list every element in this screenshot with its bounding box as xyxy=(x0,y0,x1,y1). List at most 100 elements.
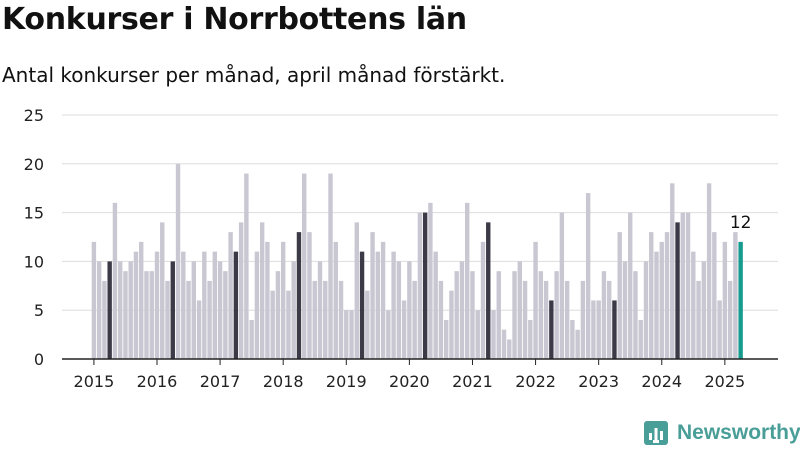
bar xyxy=(701,261,707,359)
bar xyxy=(370,232,375,359)
bar xyxy=(675,222,680,359)
bar xyxy=(365,290,370,359)
bar xyxy=(228,232,233,359)
bar xyxy=(359,251,365,359)
bar xyxy=(475,310,480,359)
bar xyxy=(328,173,333,359)
bar xyxy=(486,222,491,359)
bar xyxy=(149,271,154,359)
bar xyxy=(333,241,338,359)
bar xyxy=(727,280,733,359)
y-tick-label: 5 xyxy=(34,301,44,320)
x-tick-label: 2016 xyxy=(137,372,178,391)
y-tick-label: 0 xyxy=(34,350,44,369)
bar xyxy=(128,261,133,359)
bar xyxy=(133,251,139,359)
bar xyxy=(254,251,260,359)
bar xyxy=(202,251,207,359)
bar xyxy=(438,280,444,359)
bar xyxy=(722,241,728,359)
bar xyxy=(443,319,449,359)
bar xyxy=(412,280,417,359)
bar xyxy=(643,261,649,359)
bar xyxy=(664,232,670,359)
bar xyxy=(154,251,160,359)
bar xyxy=(265,241,270,359)
chart-subtitle: Antal konkurser per månad, april månad f… xyxy=(2,63,506,87)
bar xyxy=(270,290,275,359)
x-tick-label: 2019 xyxy=(326,372,367,391)
bar xyxy=(181,251,186,359)
bar xyxy=(617,232,622,359)
bar xyxy=(217,261,223,359)
bar xyxy=(280,241,286,359)
bar xyxy=(496,271,501,359)
bar xyxy=(307,232,312,359)
bar xyxy=(117,261,123,359)
bar xyxy=(543,280,549,359)
bar xyxy=(465,202,470,359)
bar xyxy=(186,280,191,359)
bar xyxy=(386,310,391,359)
bar xyxy=(302,173,307,359)
brand-name: Newsworthy xyxy=(677,421,800,444)
bar xyxy=(696,280,701,359)
bar xyxy=(449,290,454,359)
bar xyxy=(317,261,323,359)
bar xyxy=(338,280,344,359)
bar xyxy=(349,310,354,359)
bar xyxy=(733,232,738,359)
bar xyxy=(170,261,175,359)
x-tick-label: 2020 xyxy=(389,372,430,391)
y-tick-label: 15 xyxy=(24,204,44,223)
x-tick-label: 2015 xyxy=(74,372,115,391)
bar xyxy=(596,300,601,359)
newsworthy-logo: Newsworthy xyxy=(644,420,800,446)
bar xyxy=(91,241,97,359)
bar xyxy=(538,271,544,359)
y-tick-label: 25 xyxy=(24,106,44,125)
bar xyxy=(191,261,196,359)
bar xyxy=(223,271,228,359)
bar xyxy=(659,241,664,359)
x-tick-label: 2018 xyxy=(263,372,304,391)
bar xyxy=(554,271,559,359)
bar xyxy=(354,222,359,359)
bar xyxy=(160,222,165,359)
bar xyxy=(123,271,128,359)
bar xyxy=(470,271,475,359)
x-tick-label: 2024 xyxy=(641,372,682,391)
latest-value-label: 12 xyxy=(730,213,752,233)
bar xyxy=(649,232,654,359)
bar xyxy=(491,310,496,359)
bar xyxy=(685,212,691,359)
bar xyxy=(112,202,118,359)
bar xyxy=(417,212,423,359)
x-tick-label: 2025 xyxy=(705,372,746,391)
x-tick-label: 2017 xyxy=(200,372,241,391)
bar xyxy=(712,232,717,359)
bar xyxy=(517,261,522,359)
bar xyxy=(670,183,675,359)
bar xyxy=(507,339,512,359)
x-tick-label: 2021 xyxy=(452,372,493,391)
bar xyxy=(638,319,643,359)
bar xyxy=(249,319,254,359)
bar xyxy=(96,261,102,359)
bar xyxy=(207,280,212,359)
bar xyxy=(259,222,265,359)
bar xyxy=(396,261,402,359)
bar xyxy=(585,193,591,359)
chart-title: Konkurser i Norrbottens län xyxy=(2,2,467,37)
bar xyxy=(323,280,328,359)
bar xyxy=(680,212,685,359)
bar xyxy=(380,241,386,359)
bar xyxy=(391,251,396,359)
bar xyxy=(407,261,412,359)
bar xyxy=(633,271,638,359)
bar-chart-logo-icon xyxy=(644,421,668,445)
bar xyxy=(738,241,743,359)
bar xyxy=(102,280,107,359)
bar xyxy=(139,241,144,359)
